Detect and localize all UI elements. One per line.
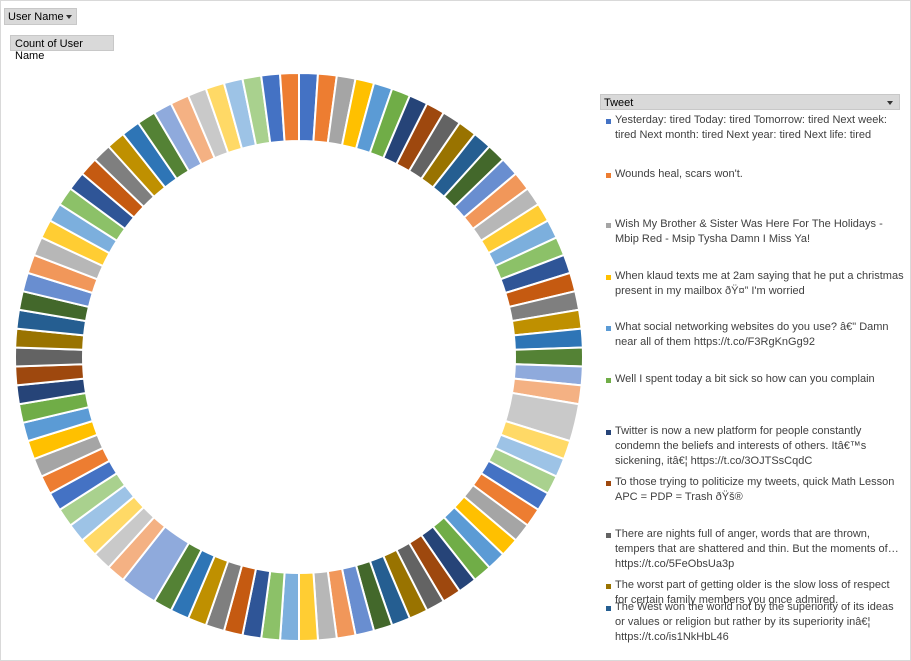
legend-label: What social networking websites do you u… xyxy=(615,321,889,348)
doughnut-slices xyxy=(14,71,584,643)
legend-swatch xyxy=(606,223,611,228)
legend-swatch xyxy=(606,173,611,178)
user-name-filter-button[interactable]: User Name xyxy=(4,8,77,25)
legend-label: Well I spent today a bit sick so how can… xyxy=(615,373,875,385)
filter-button-label: User Name xyxy=(8,11,64,23)
legend-label: The worst part of getting older is the s… xyxy=(615,579,890,606)
value-button-label: Count of User Name xyxy=(15,38,83,62)
legend-swatch xyxy=(606,584,611,589)
legend-swatch xyxy=(606,481,611,486)
legend-swatch xyxy=(606,275,611,280)
chart-legend: Yesterday: tired Today: tired Tomorrow: … xyxy=(600,113,906,658)
legend-swatch xyxy=(606,533,611,538)
dropdown-arrow-icon[interactable] xyxy=(887,101,893,105)
legend-field-button[interactable]: Tweet xyxy=(600,94,900,110)
legend-label: Wounds heal, scars won't. xyxy=(615,168,743,180)
legend-swatch xyxy=(606,119,611,124)
legend-label: The West won the world not by the superi… xyxy=(615,601,894,643)
legend-label: Wish My Brother & Sister Was Here For Th… xyxy=(615,218,883,245)
value-field-button[interactable]: Count of User Name xyxy=(10,35,114,62)
legend-swatch xyxy=(606,326,611,331)
legend-label: When klaud texts me at 2am saying that h… xyxy=(615,270,904,297)
legend-swatch xyxy=(606,378,611,383)
legend-label: Yesterday: tired Today: tired Tomorrow: … xyxy=(615,114,887,141)
legend-label: To those trying to politicize my tweets,… xyxy=(615,476,895,503)
legend-label: There are nights full of anger, words th… xyxy=(615,528,899,570)
legend-label: Twitter is now a new platform for people… xyxy=(615,425,867,467)
legend-swatch xyxy=(606,606,611,611)
legend-swatch xyxy=(606,430,611,435)
dropdown-arrow-icon[interactable] xyxy=(66,15,72,19)
legend-header-label: Tweet xyxy=(604,97,634,109)
doughnut-slice[interactable] xyxy=(278,71,300,143)
